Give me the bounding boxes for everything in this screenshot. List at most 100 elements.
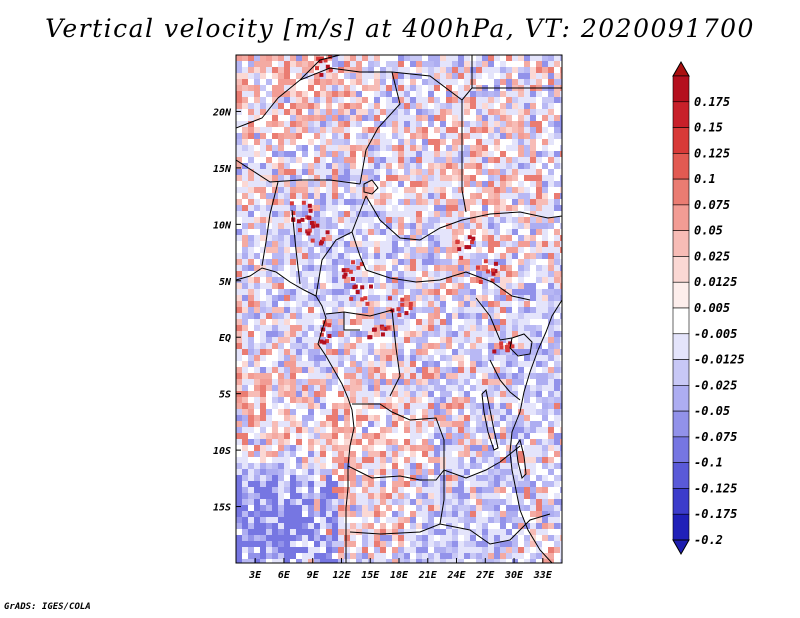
field-cell xyxy=(476,373,482,379)
field-cell xyxy=(494,403,500,409)
field-cell xyxy=(542,367,548,373)
hot-spot-cell xyxy=(387,296,392,301)
field-cell xyxy=(500,247,506,253)
field-cell xyxy=(356,295,362,301)
field-cell xyxy=(296,307,302,313)
field-cell xyxy=(284,85,290,91)
field-cell xyxy=(398,115,404,121)
field-cell xyxy=(368,307,374,313)
field-cell xyxy=(326,259,332,265)
field-cell xyxy=(332,205,338,211)
field-cell xyxy=(440,385,446,391)
field-cell xyxy=(488,553,494,559)
field-cell xyxy=(380,433,386,439)
field-cell xyxy=(464,217,470,223)
field-cell xyxy=(350,229,356,235)
field-cell xyxy=(536,337,542,343)
field-cell xyxy=(422,493,428,499)
field-cell xyxy=(314,439,320,445)
field-cell xyxy=(530,463,536,469)
field-cell xyxy=(470,421,476,427)
field-cell xyxy=(548,433,554,439)
field-cell xyxy=(518,529,524,535)
field-cell xyxy=(260,121,266,127)
field-cell xyxy=(398,541,404,547)
field-cell xyxy=(494,517,500,523)
field-cell xyxy=(476,457,482,463)
field-cell xyxy=(512,397,518,403)
field-cell xyxy=(242,361,248,367)
field-cell xyxy=(356,439,362,445)
field-cell xyxy=(512,109,518,115)
field-cell xyxy=(434,445,440,451)
field-cell xyxy=(356,73,362,79)
field-cell xyxy=(320,481,326,487)
field-cell xyxy=(296,265,302,271)
field-cell xyxy=(452,169,458,175)
field-cell xyxy=(386,499,392,505)
field-cell xyxy=(278,79,284,85)
field-cell xyxy=(248,325,254,331)
field-cell xyxy=(362,109,368,115)
field-cell xyxy=(320,463,326,469)
field-cell xyxy=(494,199,500,205)
field-cell xyxy=(440,187,446,193)
field-cell xyxy=(500,151,506,157)
field-cell xyxy=(380,283,386,289)
field-cell xyxy=(344,283,350,289)
field-cell xyxy=(236,451,242,457)
field-cell xyxy=(362,85,368,91)
hot-spot-cell xyxy=(318,241,323,246)
field-cell xyxy=(446,421,452,427)
field-cell xyxy=(482,163,488,169)
field-cell xyxy=(272,127,278,133)
field-cell xyxy=(308,529,314,535)
field-cell xyxy=(410,535,416,541)
field-cell xyxy=(530,199,536,205)
field-cell xyxy=(380,139,386,145)
field-cell xyxy=(560,367,562,373)
field-cell xyxy=(548,115,554,121)
field-cell xyxy=(308,475,314,481)
field-cell xyxy=(320,241,326,247)
field-cell xyxy=(386,85,392,91)
field-cell xyxy=(278,145,284,151)
field-cell xyxy=(284,529,290,535)
field-cell xyxy=(440,319,446,325)
field-cell xyxy=(464,265,470,271)
field-cell xyxy=(362,289,368,295)
field-cell xyxy=(260,145,266,151)
field-cell xyxy=(530,481,536,487)
field-cell xyxy=(368,79,374,85)
field-cell xyxy=(404,235,410,241)
field-cell xyxy=(278,553,284,559)
field-cell xyxy=(404,271,410,277)
field-cell xyxy=(422,385,428,391)
field-cell xyxy=(290,271,296,277)
field-cell xyxy=(560,307,562,313)
field-cell xyxy=(338,373,344,379)
field-cell xyxy=(368,325,374,331)
field-cell xyxy=(524,247,530,253)
field-cell xyxy=(278,493,284,499)
field-cell xyxy=(338,319,344,325)
field-cell xyxy=(308,139,314,145)
field-cell xyxy=(434,391,440,397)
field-cell xyxy=(314,265,320,271)
field-cell xyxy=(272,421,278,427)
field-cell xyxy=(272,79,278,85)
field-cell xyxy=(488,487,494,493)
field-cell xyxy=(320,289,326,295)
field-cell xyxy=(434,133,440,139)
field-cell xyxy=(344,295,350,301)
field-cell xyxy=(548,67,554,73)
field-cell xyxy=(302,223,308,229)
field-cell xyxy=(500,79,506,85)
field-cell xyxy=(422,91,428,97)
field-cell xyxy=(410,331,416,337)
field-cell xyxy=(290,439,296,445)
field-cell xyxy=(380,127,386,133)
hot-spot-cell xyxy=(365,301,370,306)
field-cell xyxy=(320,295,326,301)
field-cell xyxy=(488,181,494,187)
